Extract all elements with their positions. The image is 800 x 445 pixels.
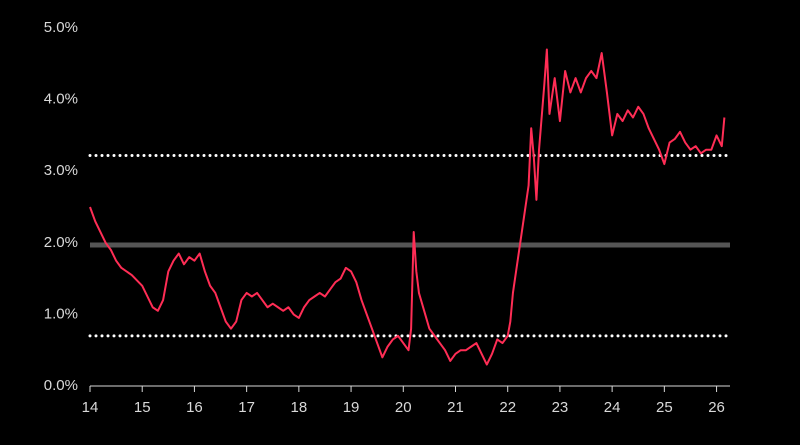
x-tick-label: 26: [708, 399, 725, 416]
y-tick-label: 1.0%: [44, 305, 78, 322]
x-tick-label: 18: [291, 399, 308, 416]
x-tick-label: 16: [186, 399, 203, 416]
y-tick-label: 2.0%: [44, 234, 78, 251]
x-tick-label: 22: [499, 399, 516, 416]
y-tick-label: 0.0%: [44, 377, 78, 394]
x-tick-label: 25: [656, 399, 673, 416]
data-line: [89, 48, 726, 366]
x-tick-label: 19: [343, 399, 360, 416]
x-tick-label: 20: [395, 399, 412, 416]
x-tick-label: 24: [604, 399, 621, 416]
x-tick-label: 17: [238, 399, 255, 416]
y-tick-label: 5.0%: [44, 19, 78, 36]
x-tick-label: 14: [82, 399, 99, 416]
x-tick-label: 21: [447, 399, 464, 416]
x-tick-label: 15: [134, 399, 151, 416]
y-tick-label: 4.0%: [44, 91, 78, 108]
x-tick-label: 23: [552, 399, 569, 416]
y-tick-label: 3.0%: [44, 162, 78, 179]
